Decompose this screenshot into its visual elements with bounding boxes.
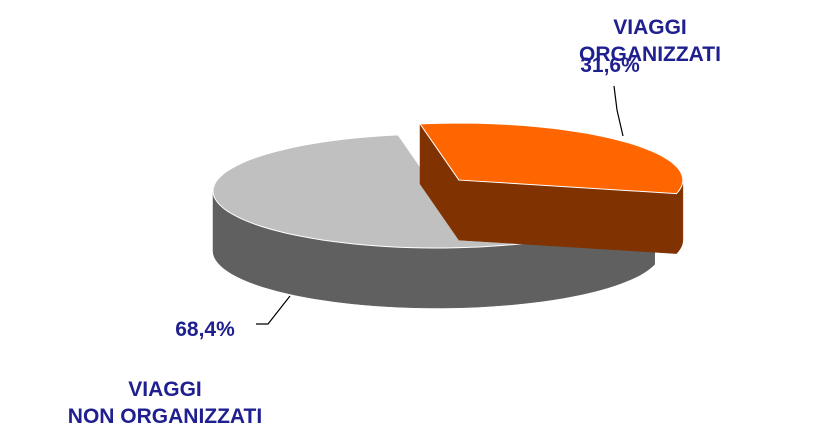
category-label: VIAGGI ORGANIZZATI [579,16,721,66]
value-label: 68,4% [175,318,235,341]
value-label: 31,6% [580,54,640,77]
category-label: VIAGGI NON ORGANIZZATI [67,378,263,428]
slice [419,122,684,195]
leader-line [256,295,291,325]
leader-line [613,85,624,137]
